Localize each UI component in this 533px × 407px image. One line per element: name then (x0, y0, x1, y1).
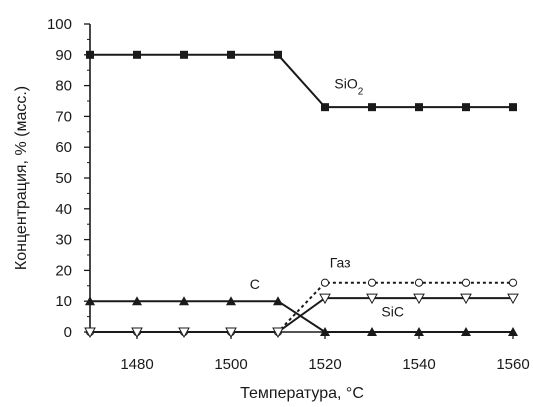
data-point (414, 327, 424, 336)
y-tick-label: 50 (55, 170, 72, 187)
y-tick-label: 70 (55, 108, 72, 125)
y-tick-label: 60 (55, 139, 72, 156)
series-label: SiC (381, 304, 404, 320)
series-line (90, 297, 513, 333)
x-tick-label: 1540 (402, 356, 435, 373)
series-line (90, 300, 513, 333)
y-tick-label: 20 (55, 262, 72, 279)
data-point (131, 327, 143, 339)
data-point (273, 296, 283, 306)
data-point (367, 278, 377, 287)
y-tick-label: 90 (55, 47, 72, 64)
series-line (90, 281, 513, 333)
data-point (413, 293, 425, 305)
y-tick-label: 0 (64, 324, 72, 341)
series-label: SiO2 (334, 76, 363, 98)
data-point (272, 327, 284, 339)
x-tick-label: 1480 (120, 356, 153, 373)
data-point (85, 296, 95, 306)
series-layer (84, 50, 519, 339)
series-line (90, 53, 513, 109)
data-point (320, 327, 330, 336)
data-point (462, 103, 470, 112)
data-point (507, 293, 519, 305)
x-tick-label: 1520 (308, 356, 341, 373)
series-label: С (250, 276, 260, 292)
data-point (321, 103, 329, 112)
data-point (133, 50, 141, 59)
data-point (414, 278, 424, 287)
data-point (508, 278, 518, 287)
data-point (508, 327, 518, 336)
x-axis-title: Температура, °С (240, 385, 364, 402)
data-point (132, 296, 142, 306)
series-газ (85, 278, 518, 337)
data-point (368, 103, 376, 112)
data-point (179, 296, 189, 306)
data-point (461, 278, 471, 287)
x-ticks: 1480 1500 1520 1540 1560 (89, 332, 530, 373)
data-point (178, 327, 190, 339)
series-c (85, 296, 518, 336)
plot-frame (89, 24, 513, 333)
series-label: Газ (330, 254, 351, 270)
y-tick-label: 80 (55, 78, 72, 95)
y-tick-label: 10 (55, 293, 72, 310)
data-point (460, 293, 472, 305)
data-point (180, 50, 188, 59)
y-tick-label: 100 (47, 16, 72, 33)
y-axis-title: Концентрация, % (масс.) (13, 86, 30, 270)
data-point (227, 50, 235, 59)
y-tick-label: 30 (55, 232, 72, 249)
data-point (86, 50, 94, 59)
y-ticks: 0 10 20 30 40 50 60 70 80 90 100 (47, 16, 90, 341)
data-point (461, 327, 471, 336)
x-tick-label: 1500 (214, 356, 247, 373)
data-point (225, 327, 237, 339)
data-point (319, 293, 331, 305)
series-sic (84, 293, 519, 339)
y-tick-label: 40 (55, 201, 72, 218)
data-point (84, 327, 96, 339)
x-tick-label: 1560 (496, 356, 529, 373)
series-sio2 (86, 50, 517, 112)
data-point (320, 278, 330, 287)
data-point (415, 103, 423, 112)
data-point (274, 50, 282, 59)
data-point (367, 327, 377, 336)
data-point (226, 296, 236, 306)
data-point (366, 293, 378, 305)
data-point (509, 103, 517, 112)
